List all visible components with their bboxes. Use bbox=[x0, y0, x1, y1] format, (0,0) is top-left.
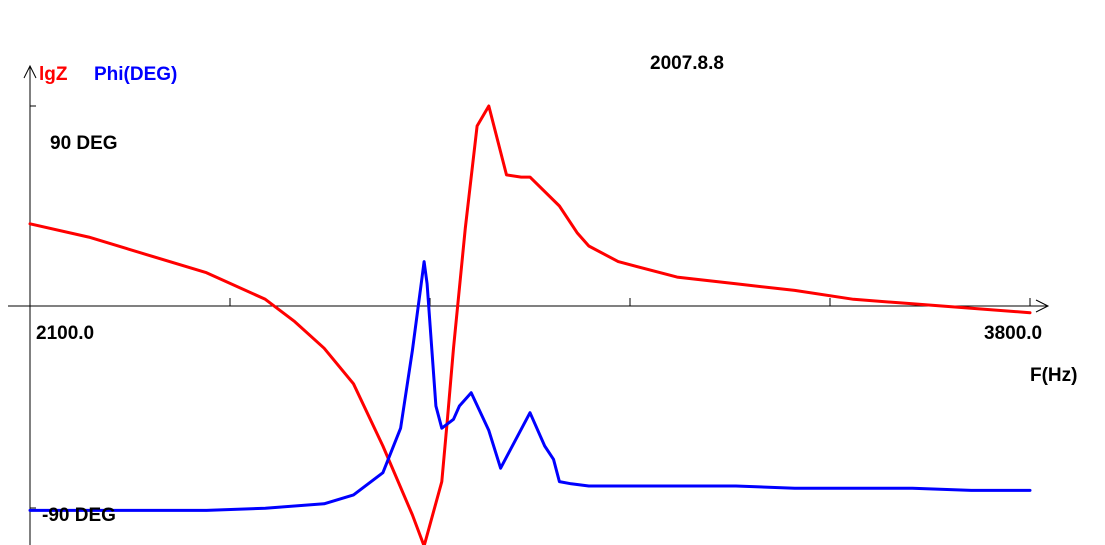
x-axis-arrow bbox=[1035, 299, 1050, 313]
y-label-top: 90 DEG bbox=[50, 133, 118, 154]
x-tick-label-end: 3800.0 bbox=[984, 323, 1043, 344]
y-axis-arrow bbox=[23, 64, 37, 79]
y-label-bottom: -90 DEG bbox=[42, 505, 116, 526]
chart-axes bbox=[8, 64, 1050, 545]
series-layer bbox=[28, 104, 1032, 545]
legend-phi: Phi(DEG) bbox=[94, 64, 178, 85]
legend-lgz: lgZ bbox=[39, 64, 68, 85]
series-line-lgz bbox=[28, 104, 1032, 545]
x-tick-label-start: 2100.0 bbox=[36, 323, 95, 344]
x-axis-title: F(Hz) bbox=[1030, 365, 1078, 386]
series-line-phi bbox=[28, 260, 1032, 512]
chart-date-label: 2007.8.8 bbox=[650, 53, 724, 74]
